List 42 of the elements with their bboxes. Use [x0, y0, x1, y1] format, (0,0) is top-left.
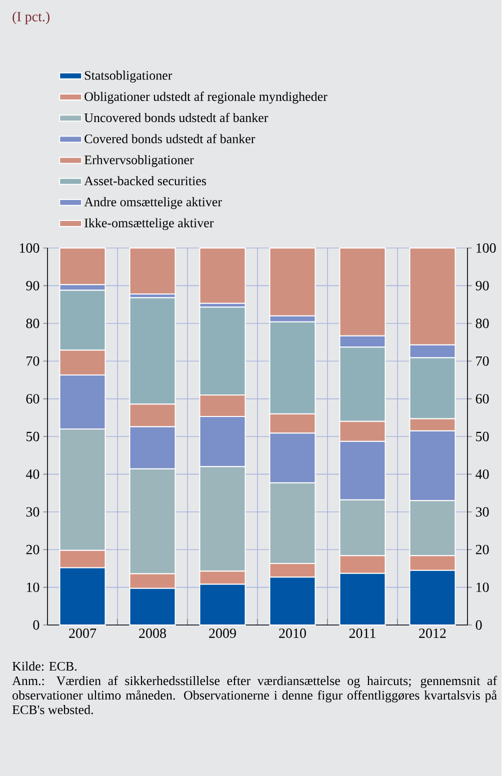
- chart-subtitle: (I pct.): [12, 12, 50, 24]
- y2-tick-label: 70: [476, 356, 490, 366]
- y-tick-label: 20: [26, 544, 40, 554]
- y2-tick-label: 10: [476, 582, 490, 592]
- y-tick-label: 70: [26, 356, 40, 366]
- y2-tick-label: 80: [476, 318, 490, 328]
- legend-label: Obligationer udstedt af regionale myndigheder: [84, 92, 328, 104]
- legend-label: Uncovered bonds udstedt af banker: [84, 112, 268, 122]
- bar: [130, 247, 176, 294]
- y-tick-label: 30: [26, 507, 40, 517]
- y-tick-label: 90: [26, 280, 40, 290]
- legend-label: Covered bonds udstedt af banker: [84, 134, 256, 144]
- y-tick-label: 10: [27, 582, 40, 592]
- y2-tick-label: 50: [476, 432, 490, 442]
- x-tick-label: 2007: [69, 628, 96, 638]
- bar: [200, 247, 246, 304]
- y2-tick-label: 20: [476, 544, 490, 554]
- y-tick-label: 80: [26, 318, 40, 328]
- y2-tick-label: 40: [476, 469, 490, 479]
- y2-tick-label: 0: [476, 620, 482, 630]
- legend-label: Statsobligationer: [85, 70, 172, 82]
- bar: [60, 247, 106, 286]
- y2-tick-label: 90: [476, 280, 490, 290]
- y-tick-label: 100: [20, 243, 40, 253]
- y-tick-label: 50: [26, 432, 40, 442]
- y2-tick-label: 30: [476, 507, 490, 517]
- legend-label: Erhvervsobligationer: [84, 155, 194, 167]
- x-tick-label: 2012: [419, 628, 446, 638]
- y2-tick-label: 60: [476, 394, 490, 404]
- text: Anm.: Værdien af sikkerhedsstillelse efter værdiansættelse og haircuts; gennemsnit af observationer ultimo måneden. Observationerne i denne figur offentliggøres kvartalsvis på ECB's websted.: [12, 676, 498, 714]
- legend-label: Asset-backed securities: [84, 176, 206, 186]
- y-tick-label: 60: [26, 394, 40, 404]
- legend-label: Andre omsættelige aktiver: [84, 197, 222, 210]
- x-tick-label: 2011: [350, 628, 376, 638]
- x-tick-label: 2009: [209, 628, 236, 638]
- x-tick-label: 2008: [139, 628, 166, 638]
- x-tick-label: 2010: [279, 628, 306, 638]
- y-tick-label: 40: [26, 469, 40, 479]
- y2-tick-label: 100: [476, 243, 496, 253]
- legend-label: Ikke-omsættelige aktiver: [84, 218, 214, 230]
- y-tick-label: 0: [33, 620, 40, 630]
- text: Kilde: ECB.: [12, 662, 77, 671]
